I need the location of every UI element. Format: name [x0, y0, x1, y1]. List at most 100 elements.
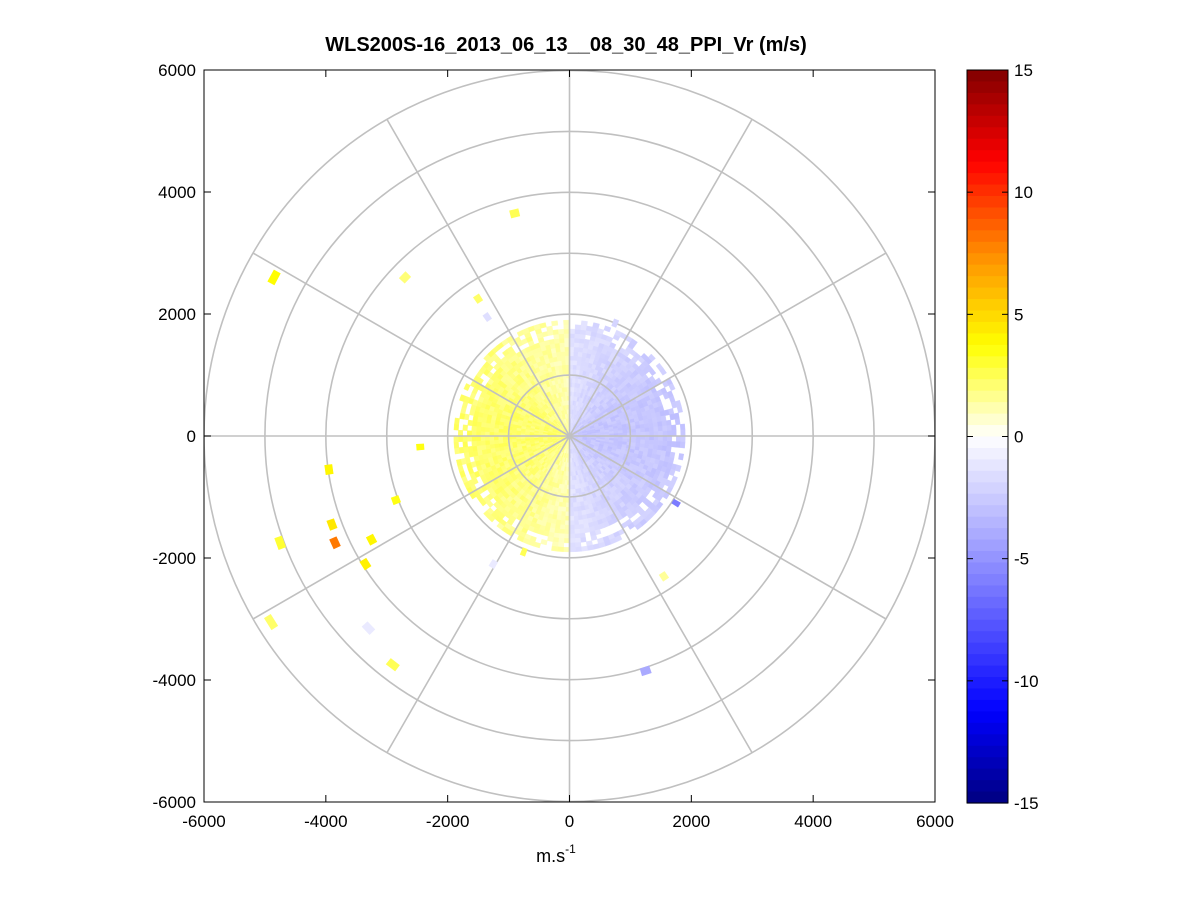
- field-cell: [560, 351, 566, 357]
- field-cell: [463, 451, 470, 459]
- return-segment: [639, 665, 652, 677]
- colorbar-tick-label: -15: [1014, 794, 1039, 813]
- return-segment: [416, 443, 425, 451]
- field-cell: [577, 515, 583, 521]
- return-segment: [263, 613, 279, 631]
- colorbar-segment: [967, 551, 1008, 564]
- colorbar-segment: [967, 745, 1008, 758]
- field-cell: [496, 522, 505, 531]
- field-cell: [556, 351, 562, 357]
- colorbar-segment: [967, 218, 1008, 231]
- field-cell: [572, 502, 578, 508]
- colorbar-segment: [967, 734, 1008, 747]
- field-cell: [574, 537, 581, 544]
- colorbar-segment: [967, 356, 1008, 369]
- colorbar-segment: [967, 677, 1008, 690]
- field-cell: [471, 425, 477, 432]
- field-cell: [572, 360, 578, 366]
- field-cell: [456, 458, 463, 467]
- field-cell: [592, 322, 600, 329]
- field-cell: [679, 441, 686, 449]
- return-segment: [488, 559, 499, 570]
- field-cell: [652, 421, 659, 428]
- return-segment: [611, 318, 620, 328]
- x-axis-label-base: m.s: [536, 846, 565, 866]
- field-cell: [462, 435, 468, 442]
- field-cell: [564, 391, 568, 397]
- x-tick-label: 6000: [916, 812, 954, 831]
- field-cell: [575, 546, 582, 552]
- field-cell: [578, 519, 584, 525]
- colorbar-segment: [967, 665, 1008, 678]
- x-tick-label: 4000: [794, 812, 832, 831]
- colorbar-tick-label: -10: [1014, 672, 1039, 691]
- return-segment: [329, 536, 341, 550]
- field-cell: [657, 440, 664, 447]
- colorbar-segment: [967, 241, 1008, 254]
- field-cell: [675, 464, 682, 473]
- field-cell: [578, 523, 585, 530]
- field-cell: [563, 538, 570, 544]
- field-cell: [665, 446, 672, 453]
- field-cell: [559, 528, 565, 535]
- field-cell: [554, 523, 561, 530]
- field-cell: [572, 488, 576, 495]
- field-cell: [558, 333, 565, 339]
- colorbar-segment: [967, 310, 1008, 323]
- field-cell: [648, 368, 657, 376]
- field-cell: [673, 412, 680, 420]
- field-cell: [631, 428, 637, 433]
- field-cell: [667, 430, 673, 437]
- field-cell: [502, 439, 508, 444]
- return-segment: [267, 269, 281, 286]
- field-cell: [680, 429, 686, 437]
- field-cell: [675, 435, 682, 443]
- colorbar-segment: [967, 562, 1008, 575]
- field-cell: [459, 394, 466, 402]
- field-cell: [562, 368, 567, 375]
- colorbar-segment: [967, 482, 1008, 495]
- field-cell: [679, 423, 686, 431]
- field-cell: [578, 342, 585, 349]
- field-cell: [515, 438, 522, 442]
- field-cell: [609, 342, 617, 349]
- colorbar-segment: [967, 379, 1008, 392]
- y-tick-label: 6000: [158, 61, 196, 80]
- colorbar: [967, 70, 1008, 804]
- field-cell: [561, 364, 567, 370]
- colorbar-segment: [967, 195, 1008, 209]
- field-cell: [680, 435, 686, 443]
- return-segment: [482, 311, 493, 323]
- colorbar-segment: [967, 757, 1008, 770]
- colorbar-segment: [967, 344, 1008, 357]
- colorbar-segment: [967, 447, 1008, 460]
- return-segment: [324, 464, 334, 476]
- colorbar-segment: [967, 402, 1008, 415]
- field-cell: [453, 435, 459, 443]
- plot-content: [204, 70, 935, 802]
- colorbar-segment: [967, 333, 1008, 346]
- field-cell: [648, 422, 654, 428]
- field-cell: [559, 337, 565, 344]
- field-cell: [573, 351, 579, 357]
- x-tick-label: 0: [565, 812, 574, 831]
- field-cell: [653, 426, 659, 432]
- field-cell: [666, 440, 672, 447]
- azimuth-spoke: [386, 118, 571, 437]
- field-cell: [574, 533, 581, 539]
- field-cell: [498, 442, 504, 448]
- field-cell: [586, 544, 594, 551]
- field-cell: [674, 418, 681, 426]
- field-cell: [644, 427, 650, 433]
- field-cell: [569, 542, 576, 548]
- return-segment: [274, 535, 287, 550]
- colorbar-segment: [967, 299, 1008, 312]
- field-cell: [665, 419, 672, 426]
- y-tick-label: 0: [187, 427, 196, 446]
- colorbar-tick-label: 0: [1014, 428, 1023, 447]
- field-cell: [660, 415, 667, 422]
- colorbar-segment: [967, 780, 1008, 793]
- field-cell: [662, 440, 668, 447]
- field-cell: [640, 427, 646, 433]
- field-cell: [539, 322, 547, 329]
